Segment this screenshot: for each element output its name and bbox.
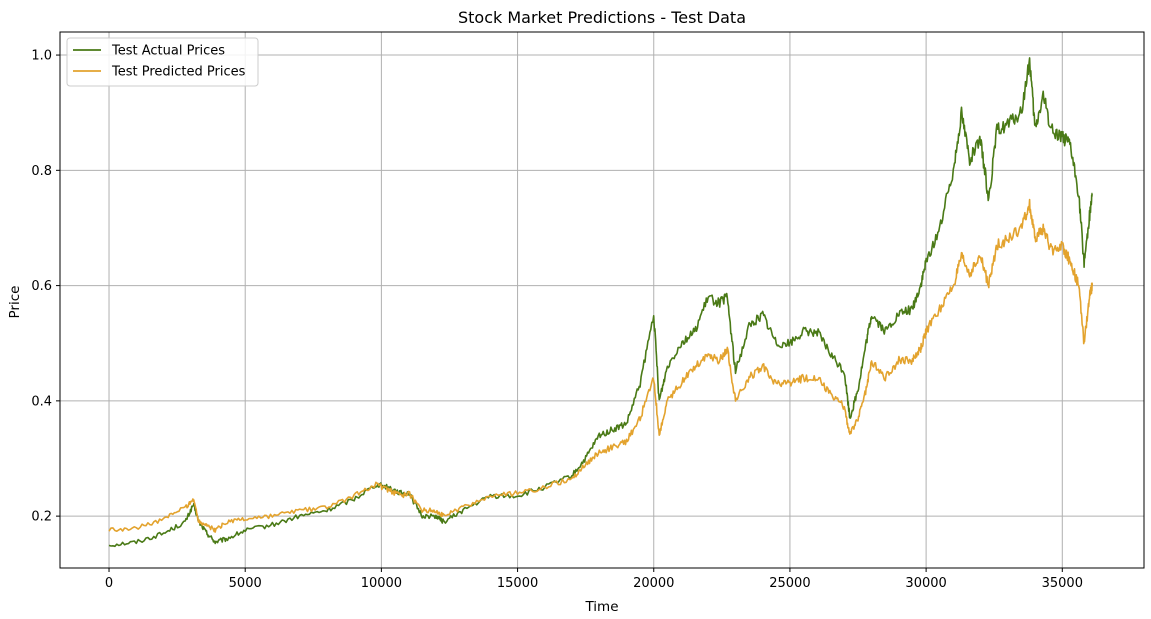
y-tick-label: 1.0 xyxy=(31,49,52,64)
y-axis-label: Price xyxy=(7,286,23,319)
y-tick-label: 0.4 xyxy=(31,394,52,409)
series-lines xyxy=(108,57,1094,548)
legend-label: Test Predicted Prices xyxy=(111,65,246,80)
y-tick-label: 0.6 xyxy=(31,279,52,294)
legend-box xyxy=(66,37,259,87)
chart-title: Stock Market Predictions - Test Data xyxy=(458,8,746,27)
x-tick-label: 20000 xyxy=(633,576,674,591)
x-tick-label: 35000 xyxy=(1042,576,1083,591)
y-axis-ticks: 0.2 0.4 0.6 0.8 1.0 xyxy=(31,49,60,525)
grid xyxy=(60,32,1144,568)
series-line-1 xyxy=(108,198,1094,533)
plot-frame xyxy=(59,31,1145,569)
x-tick-label: 30000 xyxy=(905,576,946,591)
y-tick-label: 0.2 xyxy=(31,510,52,525)
legend: Test Actual Prices Test Predicted Prices xyxy=(66,37,259,87)
x-tick-label: 5000 xyxy=(229,576,262,591)
series-line-0 xyxy=(108,57,1093,548)
x-axis-ticks: 0 5000 10000 15000 20000 25000 30000 35000 xyxy=(105,568,1083,591)
y-tick-label: 0.8 xyxy=(31,164,52,179)
legend-label: Test Actual Prices xyxy=(111,44,225,59)
x-axis-label: Time xyxy=(584,599,618,615)
x-tick-label: 0 xyxy=(105,576,113,591)
x-tick-label: 10000 xyxy=(361,576,402,591)
x-tick-label: 15000 xyxy=(497,576,538,591)
x-tick-label: 25000 xyxy=(769,576,810,591)
